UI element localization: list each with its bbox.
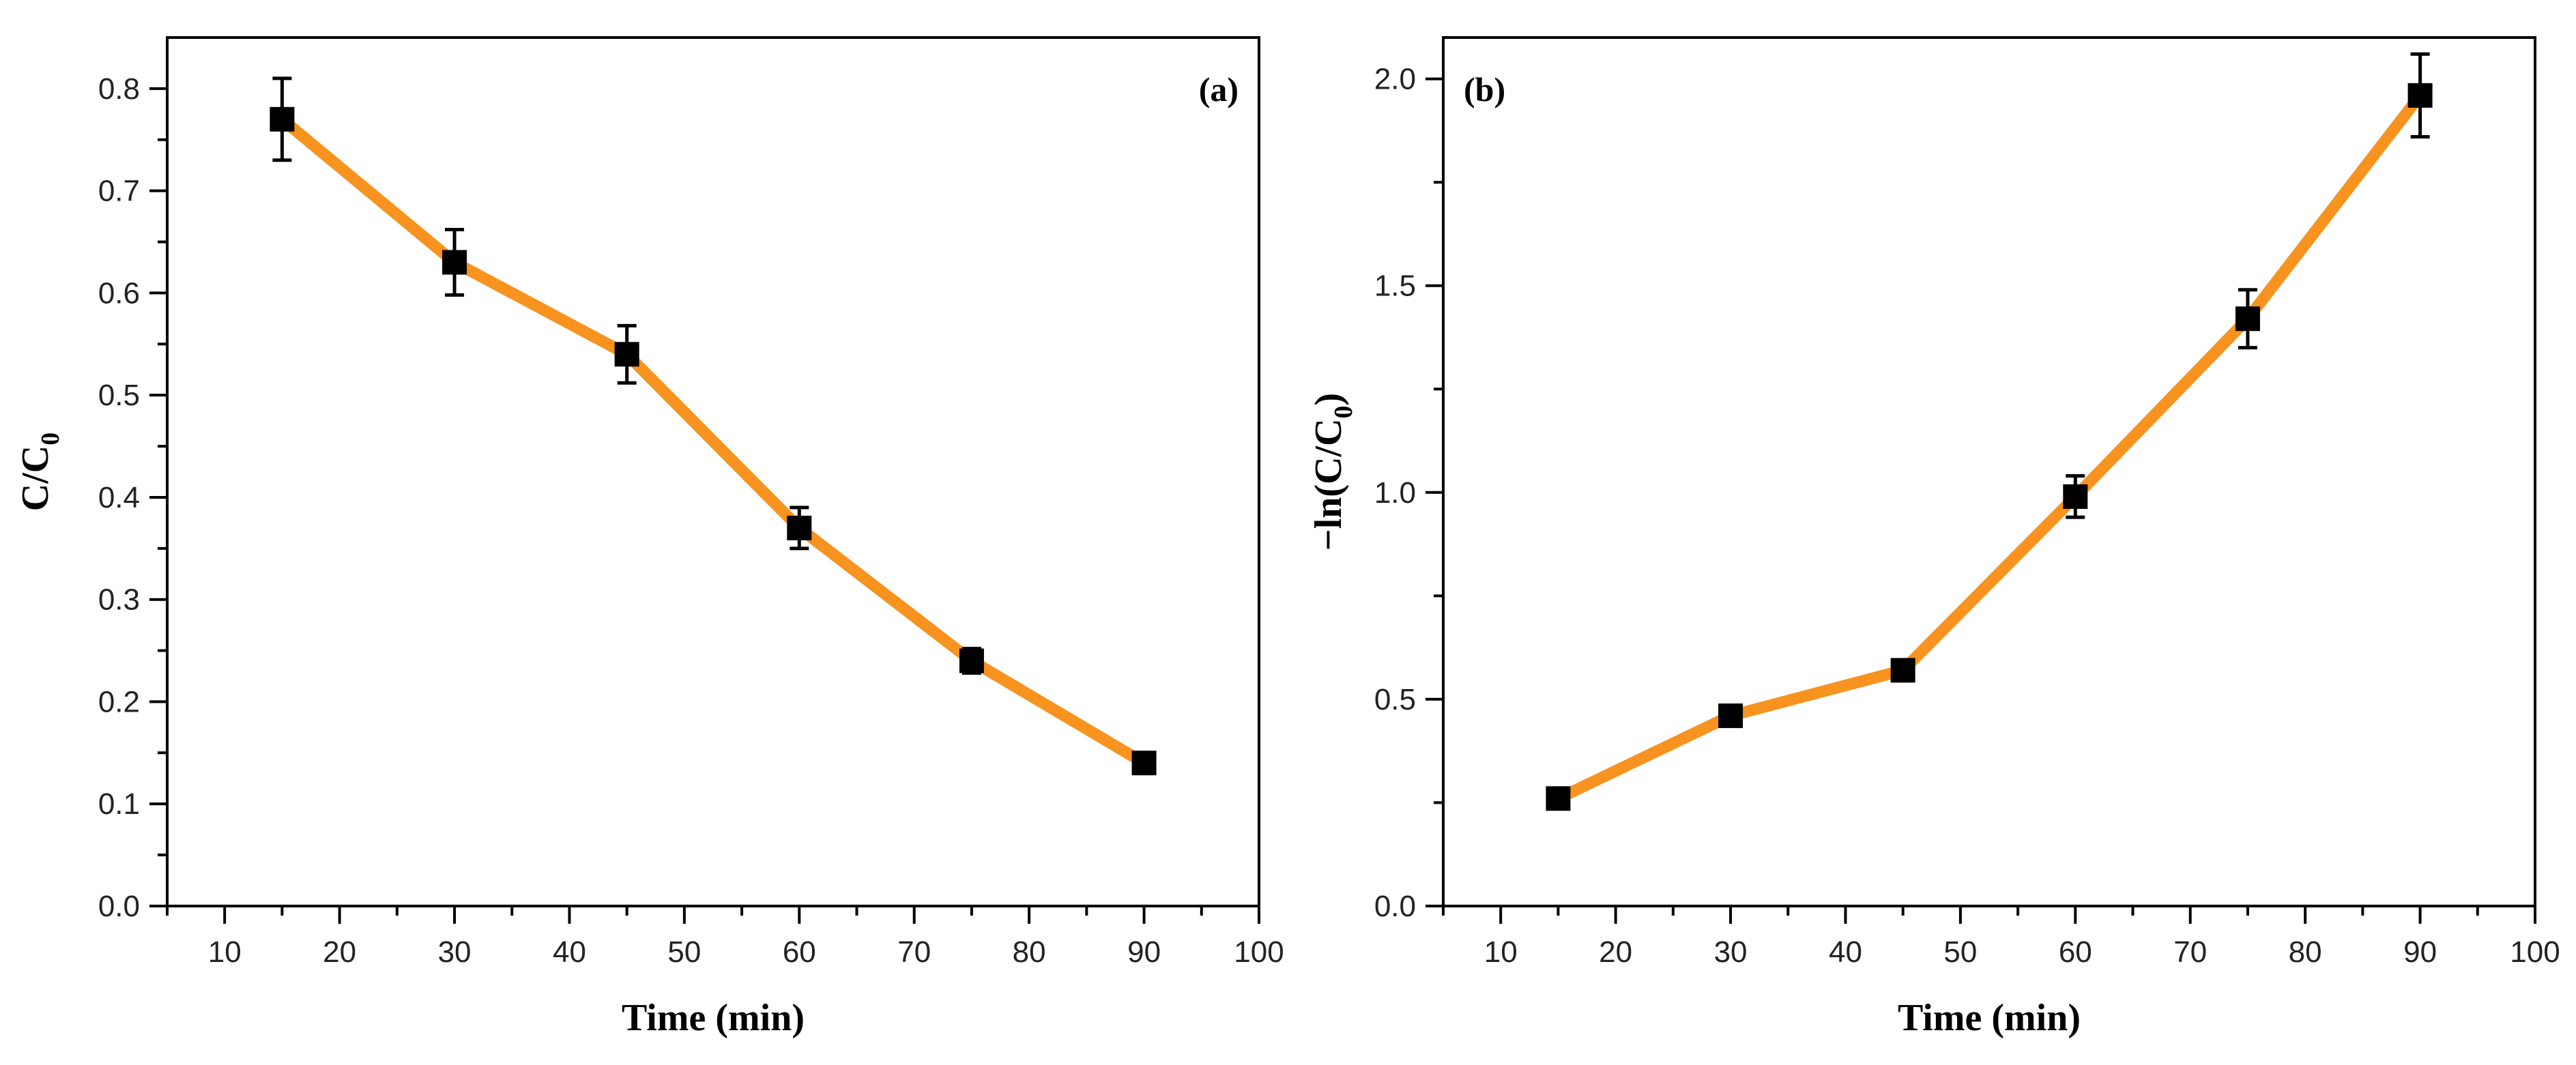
x-tick-label: 70 [2173,935,2207,969]
y-axis-title-subscript: 0 [36,433,65,446]
series-line [1552,89,2427,804]
data-point-marker [2235,306,2260,332]
y-axis-title-subscript: 0 [1329,405,1358,418]
data-point-marker [270,106,295,132]
x-tick-label: 30 [1714,935,1748,969]
x-tick-label: 100 [1234,935,1284,969]
y-tick-label: 2.0 [1374,63,1416,96]
y-tick-label: 0.3 [98,583,140,617]
panel-label: (b) [1464,70,1505,108]
x-tick-label: 50 [667,935,701,969]
x-axis-title: Time (min) [622,997,805,1039]
x-tick-label: 10 [208,935,242,969]
panel-label: (a) [1199,70,1239,108]
y-tick-label: 0.2 [98,685,140,718]
series-line [276,113,1150,769]
y-tick-label: 0.5 [98,379,140,412]
y-axis-title-main: C/C [14,446,57,511]
x-tick-label: 60 [2059,935,2092,969]
x-tick-label: 90 [2403,935,2437,969]
data-point-marker [1546,786,1571,811]
x-tick-label: 20 [1599,935,1632,969]
y-tick-label: 0.0 [1374,890,1416,923]
chart-panel-b: 10 20 30 40 50 60 70 80 90 100 0.0 0.5 1.0 1.5 2.0 Time… [1307,36,2560,1039]
y-axis-title-end: ) [1307,393,1350,406]
data-point-marker [442,250,467,275]
x-axis-title: Time (min) [1898,997,2081,1039]
x-tick-label: 40 [553,935,586,969]
y-axis-title-main: −ln(C/C [1307,418,1350,551]
data-point-marker [787,515,812,540]
data-point-marker [1718,703,1743,729]
x-tick-label: 80 [1013,935,1046,969]
data-point-marker [1131,750,1157,776]
data-point-marker [2407,83,2433,108]
y-tick-label: 0.6 [98,276,140,310]
x-tick-label: 40 [1829,935,1862,969]
x-tick-label: 90 [1127,935,1161,969]
data-point-marker [1890,658,1915,683]
x-tick-label: 100 [2510,935,2560,969]
x-tick-label: 20 [323,935,356,969]
x-tick-label: 50 [1943,935,1977,969]
data-point-marker [614,342,639,367]
plot-frame [1442,36,2536,907]
y-axis-title: −ln(C/C0) [1307,393,1358,551]
x-tick-label: 60 [783,935,816,969]
y-axis-title: C/C0 [14,433,65,511]
y-tick-label: 1.5 [1374,269,1416,303]
data-point-marker [959,648,984,673]
y-tick-label: 0.5 [1374,683,1416,716]
y-tick-label: 0.4 [98,481,140,514]
x-tick-label: 70 [897,935,931,969]
y-tick-label: 0.1 [98,787,140,821]
x-tick-label: 80 [2289,935,2322,969]
chart-panel-a: 10 20 30 40 50 60 70 80 90 100 0.0 0.1 0.2 0.3 0.4 0.5 0… [14,36,1284,1039]
plot-frame [166,36,1260,907]
data-point-marker [2063,484,2088,509]
y-tick-label: 1.0 [1374,476,1416,510]
y-tick-label: 0.7 [98,175,140,208]
x-tick-label: 10 [1484,935,1518,969]
y-tick-label: 0.8 [98,72,140,106]
x-tick-label: 30 [438,935,472,969]
y-tick-label: 0.0 [98,890,140,923]
